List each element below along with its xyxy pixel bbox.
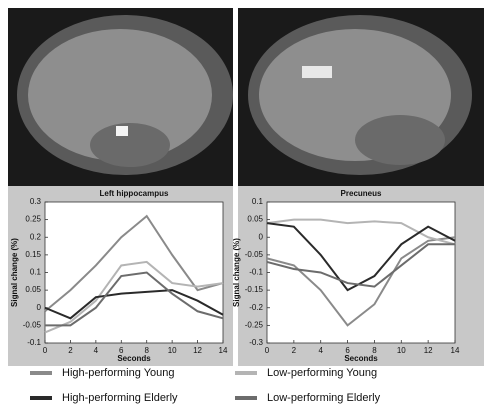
x-tick-label: 14 xyxy=(219,346,228,355)
x-tick-label: 12 xyxy=(424,346,433,355)
y-tick-label: -0.3 xyxy=(249,338,263,347)
x-tick-label: 12 xyxy=(193,346,202,355)
x-tick-label: 6 xyxy=(345,346,350,355)
x-tick-label: 10 xyxy=(168,346,177,355)
y-tick-label: 0 xyxy=(37,303,42,312)
series-line xyxy=(44,214,224,313)
y-tick-label: -0.05 xyxy=(245,250,264,259)
x-tick-label: 4 xyxy=(318,346,323,355)
series-line xyxy=(266,243,455,288)
activation-left xyxy=(116,126,128,136)
y-tick-label: 0.05 xyxy=(247,215,263,224)
series-line xyxy=(44,260,224,334)
y-tick-label: 0.3 xyxy=(30,197,42,206)
plot-area xyxy=(266,201,456,344)
legend-label: Low-performing Young xyxy=(267,367,377,379)
x-tick-label: 2 xyxy=(292,346,297,355)
y-tick-label: -0.25 xyxy=(245,320,264,329)
x-tick-label: 0 xyxy=(43,346,48,355)
x-tick-label: 8 xyxy=(144,346,149,355)
activation-right xyxy=(302,66,332,78)
y-tick-label: -0.1 xyxy=(249,268,263,277)
legend-label: High-performing Elderly xyxy=(62,392,178,404)
x-tick-label: 10 xyxy=(397,346,406,355)
series-line xyxy=(266,218,456,246)
cerebellum-right xyxy=(355,115,445,165)
series-line xyxy=(45,271,224,327)
y-tick-label: -0.15 xyxy=(245,285,264,294)
y-tick-label: 0.1 xyxy=(252,197,264,206)
y-tick-label: 0.2 xyxy=(30,232,42,241)
x-tick-label: 14 xyxy=(451,346,460,355)
y-tick-label: 0.15 xyxy=(25,250,41,259)
legend-label: High-performing Young xyxy=(62,367,175,379)
brain-left-inner xyxy=(28,29,212,161)
y-tick-label: -0.1 xyxy=(27,338,41,347)
y-tick-label: -0.2 xyxy=(249,303,263,312)
legend-label: Low-performing Elderly xyxy=(267,392,381,404)
y-axis-label: Signal change (%) xyxy=(10,238,19,307)
x-tick-label: 0 xyxy=(265,346,270,355)
y-tick-label: 0 xyxy=(259,232,264,241)
x-tick-label: 8 xyxy=(372,346,377,355)
series-line xyxy=(266,222,456,292)
y-axis-label: Signal change (%) xyxy=(232,238,241,307)
x-tick-label: 4 xyxy=(94,346,99,355)
chart-title: Left hippocampus xyxy=(100,189,169,198)
y-tick-label: 0.1 xyxy=(30,268,42,277)
x-axis-label: Seconds xyxy=(344,354,378,363)
x-tick-label: 6 xyxy=(119,346,124,355)
x-axis-label: Seconds xyxy=(117,354,151,363)
y-tick-label: -0.05 xyxy=(23,320,42,329)
brainstem-left xyxy=(90,123,170,167)
y-tick-label: 0.05 xyxy=(25,285,41,294)
x-tick-label: 2 xyxy=(68,346,73,355)
series-line xyxy=(44,289,224,320)
y-tick-label: 0.25 xyxy=(25,215,41,224)
chart-title: Precuneus xyxy=(341,189,382,198)
